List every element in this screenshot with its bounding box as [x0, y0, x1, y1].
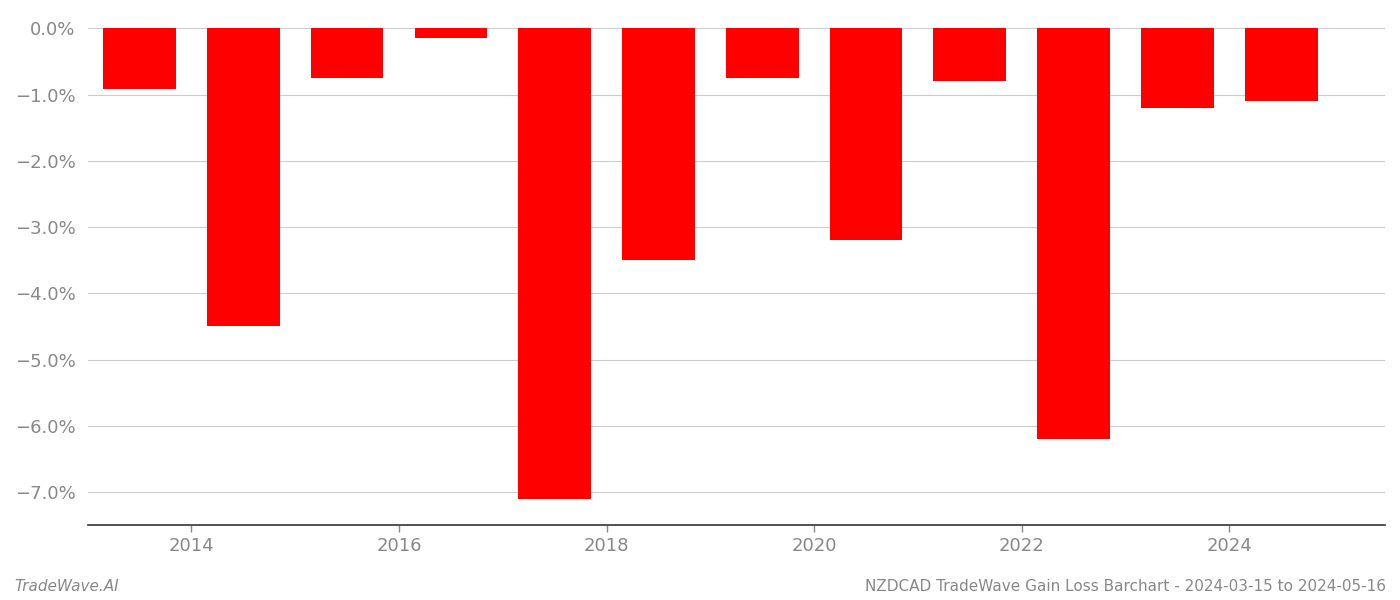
Bar: [622, 28, 694, 260]
Bar: [207, 28, 280, 326]
Text: NZDCAD TradeWave Gain Loss Barchart - 2024-03-15 to 2024-05-16: NZDCAD TradeWave Gain Loss Barchart - 20…: [865, 579, 1386, 594]
Text: TradeWave.AI: TradeWave.AI: [14, 579, 119, 594]
Bar: [934, 28, 1007, 81]
Bar: [830, 28, 903, 240]
Bar: [1245, 28, 1317, 101]
Bar: [414, 28, 487, 38]
Bar: [1141, 28, 1214, 108]
Bar: [725, 28, 798, 78]
Bar: [311, 28, 384, 78]
Bar: [1037, 28, 1110, 439]
Bar: [104, 28, 176, 89]
Bar: [518, 28, 591, 499]
